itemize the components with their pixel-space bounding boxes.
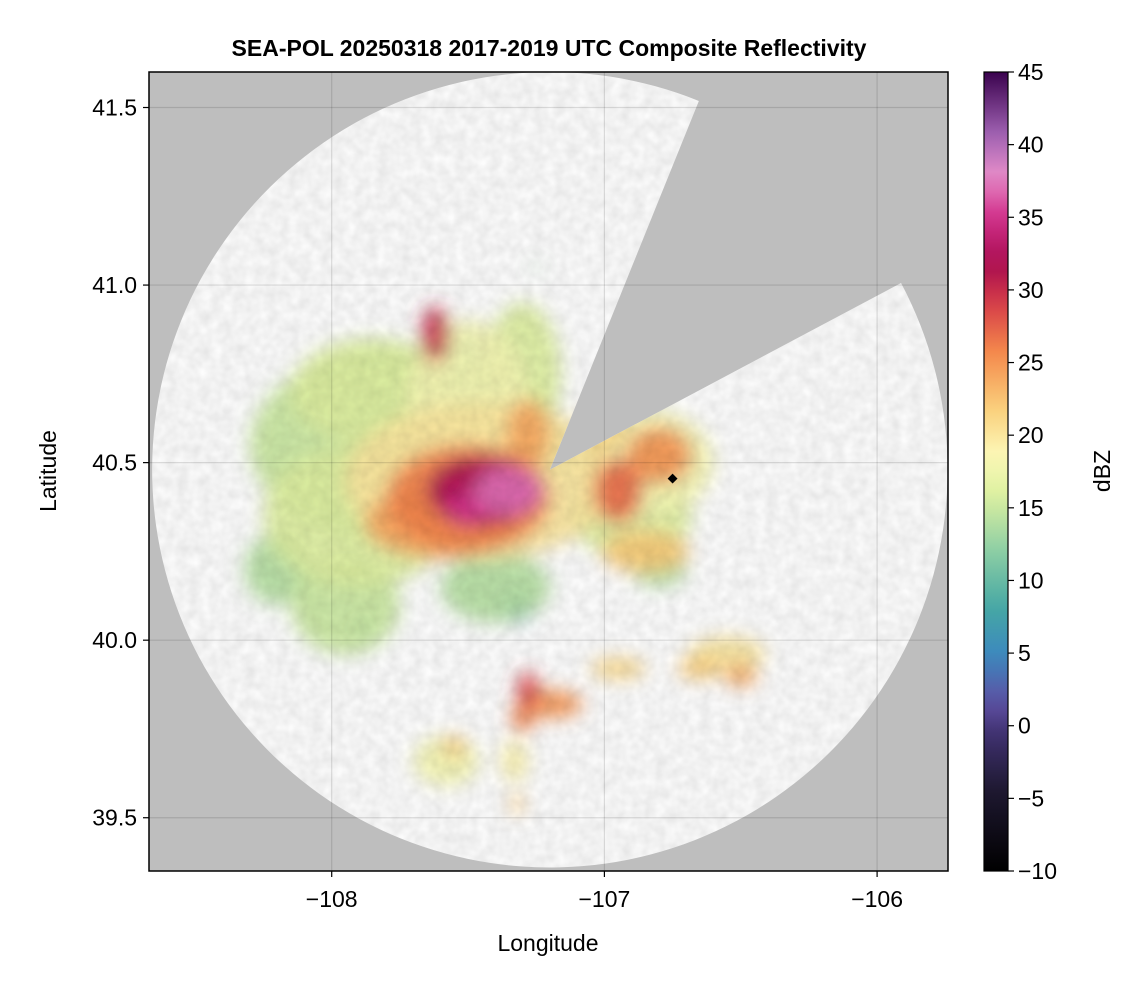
y-axis-label: Latitude — [35, 430, 61, 512]
x-tick-label: −106 — [851, 886, 903, 912]
colorbar-tick-label: 15 — [1018, 495, 1044, 521]
colorbar-tick-label: 20 — [1018, 422, 1044, 448]
chart-title: SEA-POL 20250318 2017-2019 UTC Composite… — [232, 35, 867, 61]
colorbar-tick-label: −5 — [1018, 785, 1044, 811]
site-marker — [667, 473, 678, 484]
colorbar-tick-label: 40 — [1018, 132, 1044, 158]
x-tick-label: −107 — [578, 886, 630, 912]
colorbar-tick-label: −10 — [1018, 858, 1057, 884]
x-tick-label: −108 — [306, 886, 358, 912]
plot-area — [149, 72, 948, 871]
y-tick-label: 40.0 — [92, 627, 137, 653]
plot-frame — [148, 71, 949, 872]
y-tick-label: 39.5 — [92, 805, 137, 831]
colorbar-tick-label: 35 — [1018, 204, 1044, 230]
colorbar-ticks: −10 −5 0 5 10 15 20 25 30 35 40 45 — [1008, 59, 1057, 884]
colorbar-label: dBZ — [1089, 450, 1115, 492]
x-axis-label: Longitude — [497, 930, 598, 956]
y-tick-label: 40.5 — [92, 450, 137, 476]
colorbar-tick-label: 45 — [1018, 59, 1044, 85]
colorbar-tick-label: 10 — [1018, 567, 1044, 593]
gridlines — [149, 72, 948, 871]
colorbar-tick-label: 0 — [1018, 713, 1031, 739]
colorbar-bar — [983, 71, 1009, 872]
colorbar-tick-label: 5 — [1018, 640, 1031, 666]
y-axis: 39.5 40.0 40.5 41.0 41.5 — [92, 95, 149, 831]
x-axis: −108 −107 −106 — [306, 871, 903, 912]
y-tick-label: 41.5 — [92, 95, 137, 121]
y-tick-label: 41.0 — [92, 272, 137, 298]
colorbar-tick-label: 25 — [1018, 350, 1044, 376]
colorbar-tick-label: 30 — [1018, 277, 1044, 303]
colorbar: −10 −5 0 5 10 15 20 25 30 35 40 45 dBZ — [983, 59, 1115, 884]
